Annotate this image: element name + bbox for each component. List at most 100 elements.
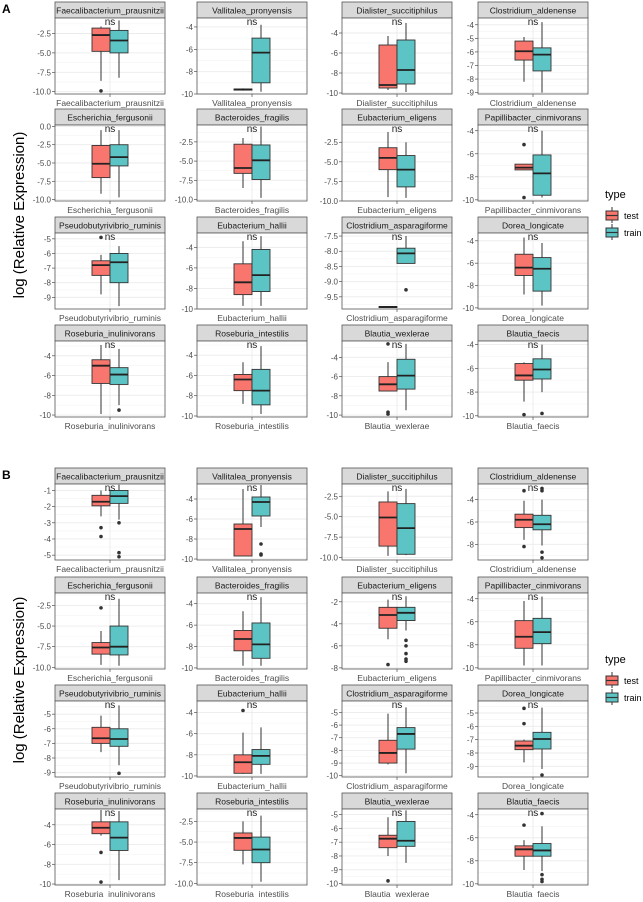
significance-label: ns xyxy=(392,232,403,243)
box-test xyxy=(514,601,534,666)
significance-label: ns xyxy=(392,592,403,603)
x-tick-label: Eubacterium_eligens xyxy=(357,205,436,215)
x-tick-label: Bacteroides_fragilis xyxy=(215,205,289,215)
facet-title: Papillibacter_cinmivorans xyxy=(485,581,581,591)
y-tick-label: -4 xyxy=(467,496,475,505)
outlier-point xyxy=(99,235,103,240)
y-tick-label: -4 xyxy=(186,243,194,252)
box-train xyxy=(396,810,416,863)
y-tick-label: -6 xyxy=(44,725,52,734)
facet: Papillibacter_cinmivorans-4-6-8-10nsPapi… xyxy=(462,576,589,683)
box xyxy=(91,359,111,384)
outlier-point xyxy=(540,773,544,777)
y-tick-label: -10 xyxy=(181,664,193,673)
box-test xyxy=(378,132,398,198)
box-train xyxy=(251,727,271,774)
box-train xyxy=(396,488,416,556)
facet: Blautia_wexlerae-5-6-7-8-9-10nsBlautia_w… xyxy=(326,792,453,899)
box xyxy=(396,247,416,264)
x-tick-label: Blautia_faecis xyxy=(507,421,560,431)
x-tick-label: Blautia_wexlerae xyxy=(365,889,430,897)
outlier-point xyxy=(540,411,544,416)
box xyxy=(91,726,111,744)
x-tick-label: Eubacterium_hallii xyxy=(217,313,287,323)
facet: Escherichia_fergusonii -2.5 -5.0 -7.5 -10.0 n… xyxy=(33,576,166,683)
box-test xyxy=(233,362,253,404)
y-tick-label: -6 xyxy=(467,518,475,527)
y-tick-label: -7.5 xyxy=(37,68,51,77)
facet-title: Blautia_faecis xyxy=(507,329,560,339)
significance-label: ns xyxy=(528,340,539,351)
facet: Clostridium_aldenense-4-6-8nsClostridium… xyxy=(467,467,589,574)
legend: type test train xyxy=(605,189,642,240)
box-test xyxy=(91,715,111,753)
facet: Clostridium_asparagiforme -7.5 -8.0 -8.5 -9.… xyxy=(324,216,453,323)
facet-title: Blautia_faecis xyxy=(507,797,560,807)
legend-label-train: train xyxy=(624,693,642,703)
x-tick-label: Vallitalea_pronyensis xyxy=(212,564,292,574)
legend-label-test: test xyxy=(624,676,639,686)
x-tick-label: Eubacterium_eligens xyxy=(357,673,436,683)
box-test xyxy=(91,809,111,884)
outlier-point xyxy=(117,554,121,559)
y-tick-label: -10.0 xyxy=(33,88,52,97)
y-tick-label: -5.0 xyxy=(37,159,51,168)
box-train xyxy=(109,20,129,78)
significance-label: ns xyxy=(105,232,116,243)
facet-title: Pseudobutyrivibrio_ruminis xyxy=(59,689,161,699)
outlier-point xyxy=(540,872,544,877)
y-tick-label: -8 xyxy=(467,282,475,291)
facet-title: Vallitalea_pronyensis xyxy=(212,472,292,482)
facet: Clostridium_asparagiforme -5 -6 -7 -8 -9 -10 ns… xyxy=(326,684,453,791)
y-tick-label: -6 xyxy=(331,721,339,730)
y-tick-label: -4 xyxy=(44,821,52,830)
box xyxy=(109,728,129,747)
y-tick-label: -8 xyxy=(467,857,475,866)
y-tick-label: -6 xyxy=(331,824,339,833)
box-train xyxy=(396,707,416,774)
y-tick-label: -9 xyxy=(331,759,339,768)
y-tick-label: -5 xyxy=(331,708,339,717)
box-train xyxy=(109,348,129,412)
facet: Roseburia_inulinivorans-4-6-8-10nsRosebu… xyxy=(39,792,166,899)
outlier-point xyxy=(99,89,103,93)
x-tick-label: Escherichia_fergusonii xyxy=(67,673,153,683)
facet: Bacteroides_fragilis-4-6-8-10nsBacteroid… xyxy=(181,576,308,683)
facet: Dialister_succitiphilus-4-6-8-10nsDialis… xyxy=(326,1,453,108)
x-tick-label: Roseburia_inulinivorans xyxy=(65,889,156,897)
box xyxy=(233,754,253,774)
significance-label: ns xyxy=(392,17,403,28)
outlier-point xyxy=(522,544,526,549)
box-train xyxy=(532,130,552,198)
facet: Blautia_wexlerae-4-6-8-10nsBlautia_wexle… xyxy=(326,324,453,431)
legend-title: type xyxy=(605,189,626,201)
significance-label: ns xyxy=(528,700,539,711)
y-tick-label: -6 xyxy=(467,834,475,843)
facet-title: Clostridium_aldenense xyxy=(490,472,577,482)
y-tick-label: -6 xyxy=(467,48,475,57)
box-train xyxy=(532,22,552,93)
facet: Clostridium_aldenense-4-5-6-7-8-9nsClost… xyxy=(467,1,589,108)
significance-label: ns xyxy=(528,17,539,28)
y-tick-label: -8 xyxy=(186,68,194,77)
y-tick-label: -10.0 xyxy=(33,196,52,205)
outlier-point xyxy=(386,879,390,883)
box-test xyxy=(233,489,253,557)
x-tick-label: Clostridium_aldenense xyxy=(490,564,577,574)
box-test xyxy=(378,599,398,667)
y-tick-label: -8 xyxy=(186,284,194,293)
box xyxy=(251,144,271,180)
y-tick-label: -9 xyxy=(44,293,52,302)
box-train xyxy=(396,596,416,664)
y-tick-label: -10 xyxy=(462,412,474,421)
y-tick-label: -5 xyxy=(467,34,475,43)
y-axis-label: log (Relative Expression) xyxy=(11,132,28,299)
outlier-point xyxy=(522,823,526,827)
x-tick-label: Roseburia_inulinivorans xyxy=(65,421,156,431)
significance-label: ns xyxy=(247,17,258,28)
outlier-point xyxy=(522,195,526,200)
box-test xyxy=(378,36,398,90)
facet: Bacteroides_fragilis-2.5-5.0-7.5-10.0nsB… xyxy=(175,108,308,215)
significance-label: ns xyxy=(528,232,539,243)
